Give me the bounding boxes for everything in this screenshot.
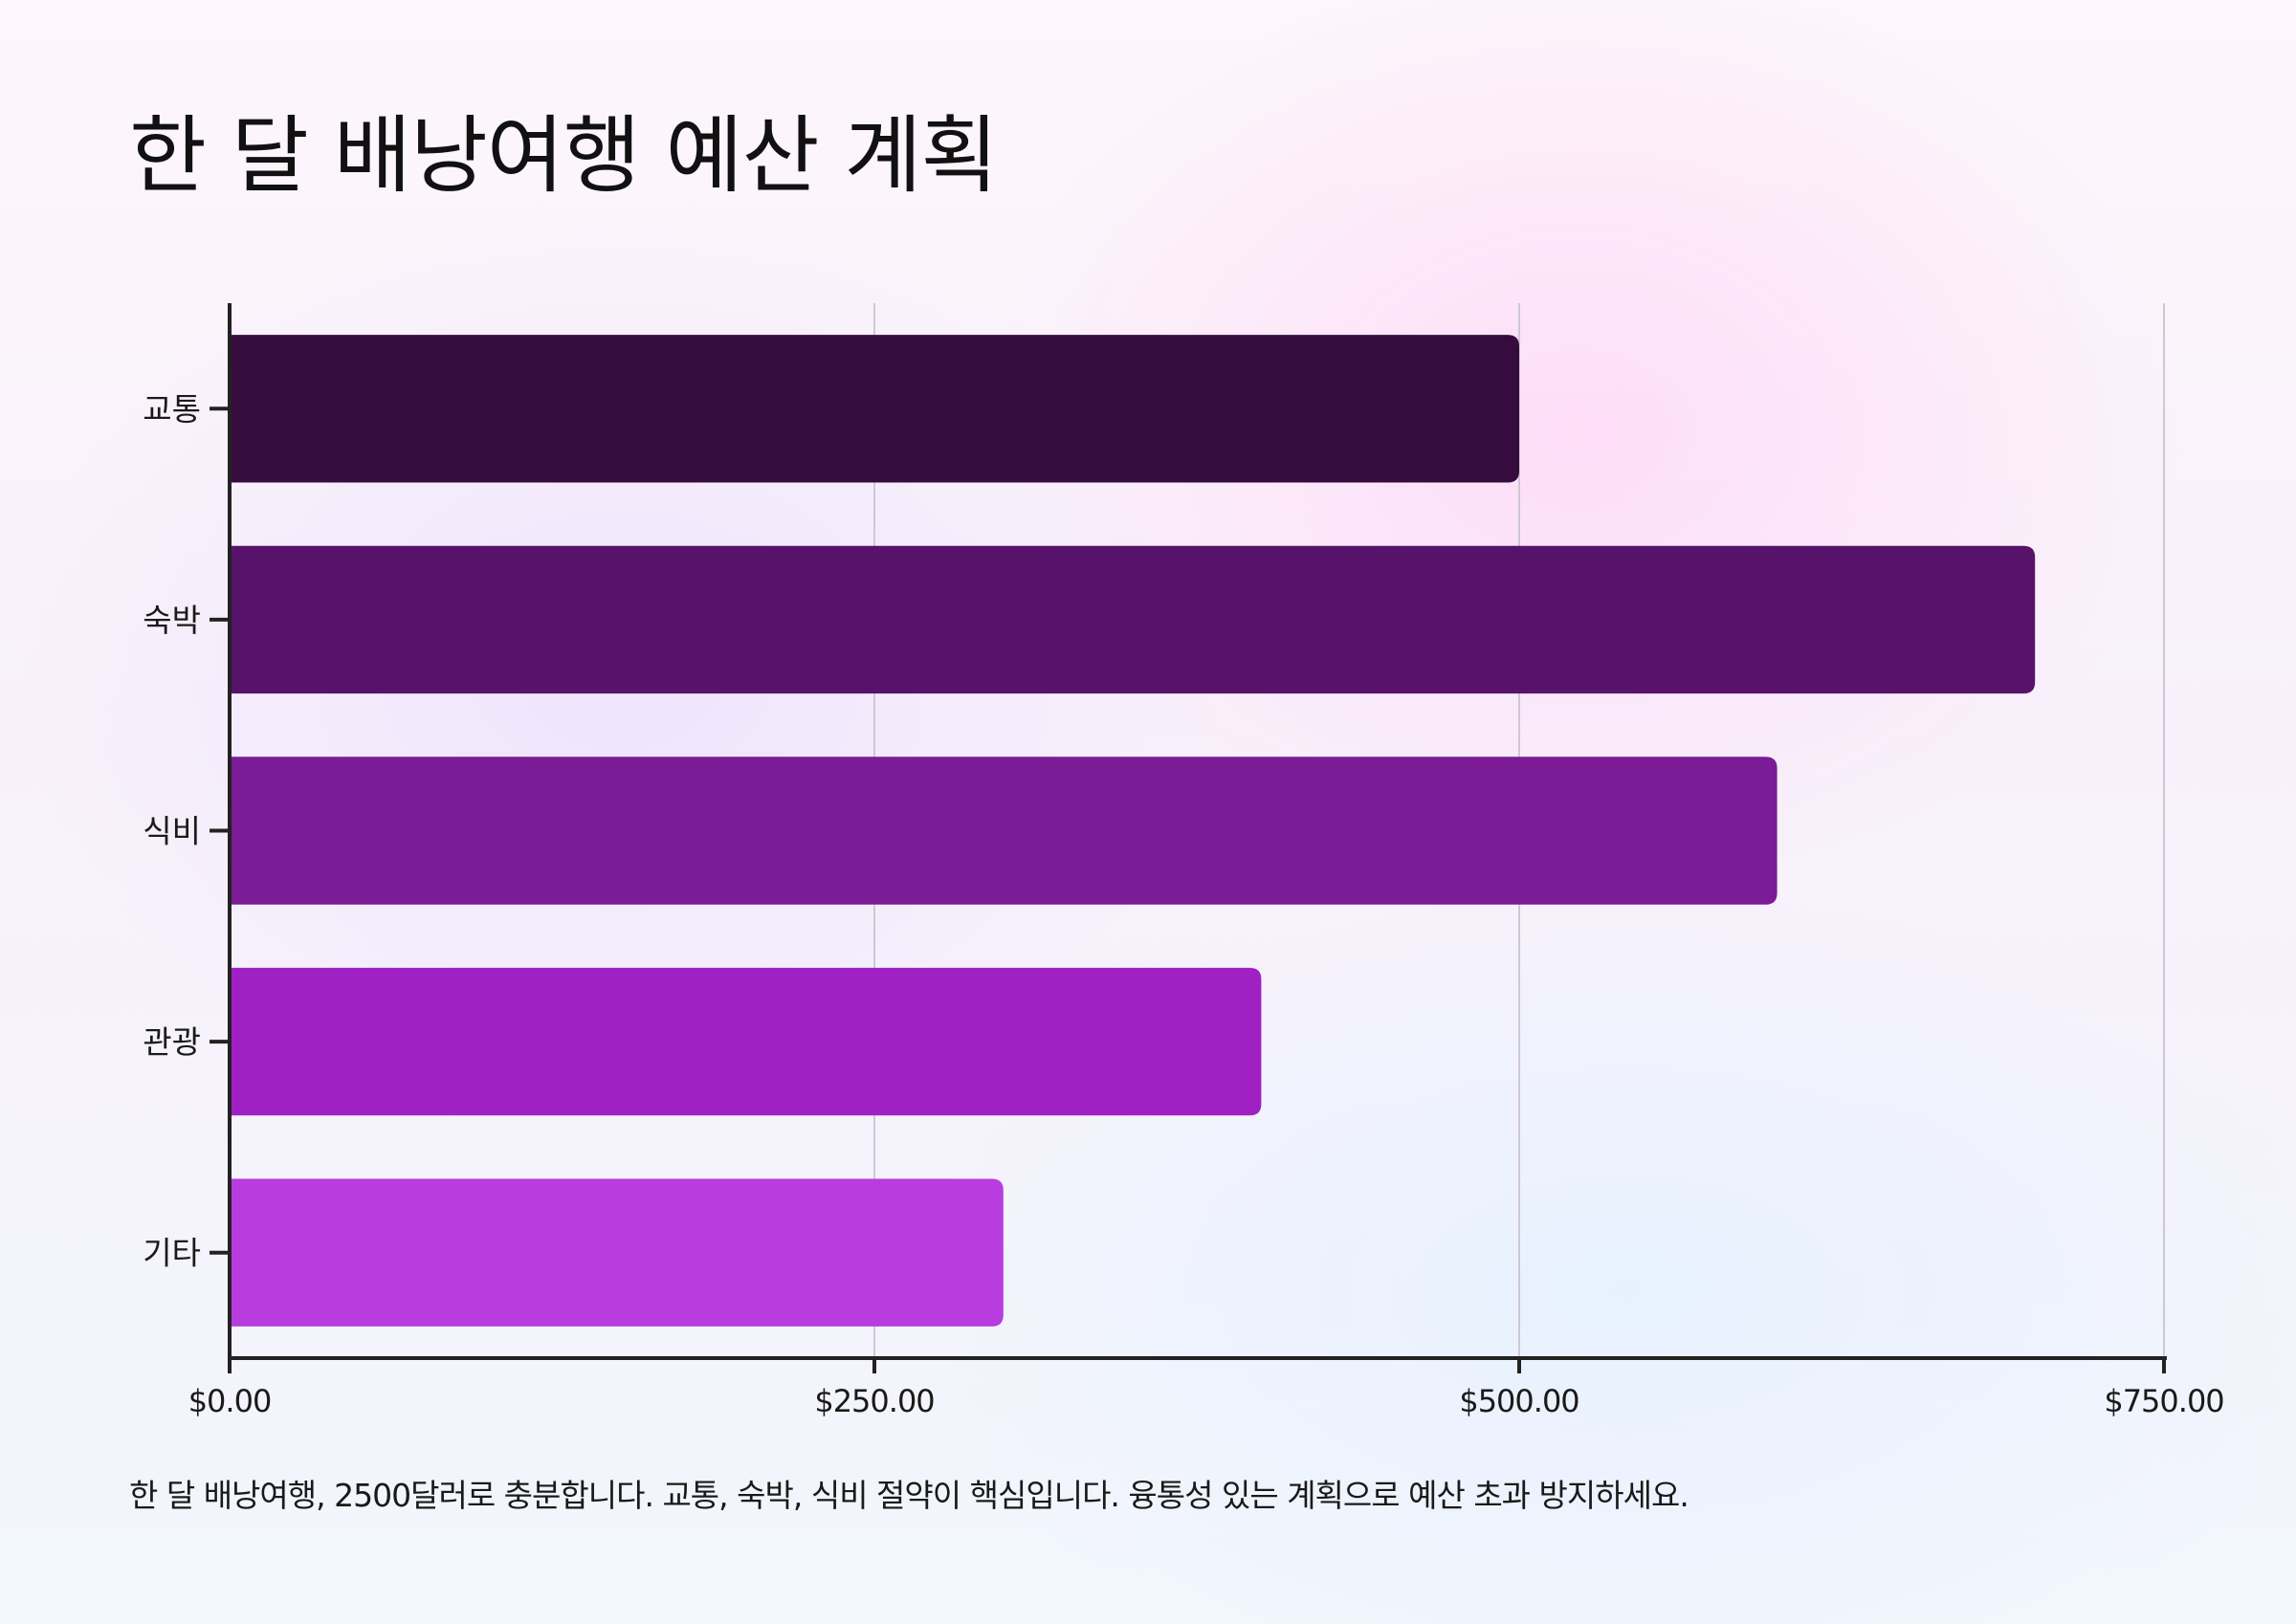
y-tick-label: 기타 xyxy=(143,1235,201,1272)
x-tick-label: $500.00 xyxy=(1459,1383,1578,1419)
bar-식비 xyxy=(232,757,1777,905)
y-tick-label: 식비 xyxy=(143,813,201,850)
y-tick-label: 관광 xyxy=(143,1023,201,1061)
bar-기타 xyxy=(232,1178,1004,1327)
x-ticks: $0.00 $250.00 $500.00 $750.00 xyxy=(188,1358,2225,1419)
bars xyxy=(232,335,2036,1327)
x-tick-label: $250.00 xyxy=(814,1383,934,1419)
bar-숙박 xyxy=(232,545,2036,694)
y-tick-label: 숙박 xyxy=(143,602,201,639)
bar-관광 xyxy=(232,967,1262,1116)
bar-교통 xyxy=(232,335,1519,483)
x-tick-label: $0.00 xyxy=(188,1383,272,1419)
footnote: 한 달 배낭여행, 2500달러로 충분합니다. 교통, 숙박, 식비 절약이 … xyxy=(129,1477,1689,1514)
x-tick-label: $750.00 xyxy=(2104,1383,2223,1419)
chart-title: 한 달 배낭여행 예산 계획 xyxy=(129,106,998,205)
y-tick-label: 교통 xyxy=(143,390,201,428)
